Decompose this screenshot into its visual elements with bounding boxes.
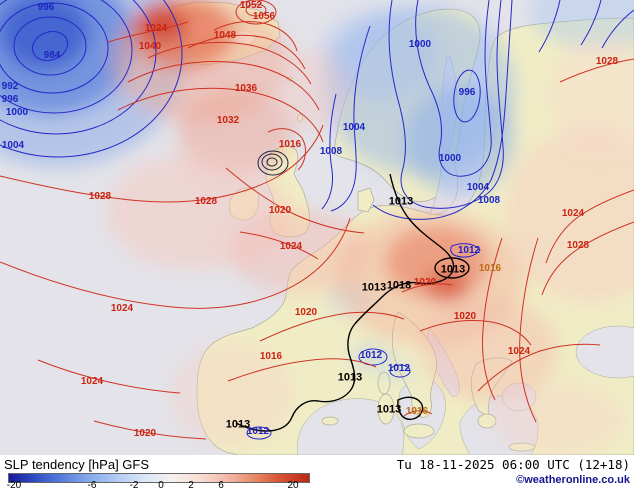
copyright-text: ©weatheronline.co.uk [516, 474, 630, 486]
legend-tick-label: 0 [158, 480, 164, 490]
contours-1013-group [235, 173, 470, 432]
tendency-shading-layer [0, 0, 634, 455]
footer-bar: SLP tendency [hPa] GFS Tu 18-11-2025 06:… [0, 455, 634, 490]
legend-tick-label: 6 [218, 480, 224, 490]
contours-red-group [0, 0, 634, 440]
legend-tick-label: -2 [129, 480, 139, 490]
legend-tick-label: 20 [287, 480, 299, 490]
footer-title-row: SLP tendency [hPa] GFS Tu 18-11-2025 06:… [0, 455, 634, 472]
legend-colorbar [8, 473, 310, 483]
legend-ticks: -20 -6 -2 0 2 6 20 [6, 480, 308, 490]
map-timestamp: Tu 18-11-2025 06:00 UTC (12+18) [396, 456, 630, 472]
footer-legend-row: -20 -6 -2 0 2 6 20 ©weatheronline.co.uk [0, 472, 634, 490]
legend-tick-label: 2 [188, 480, 194, 490]
legend-tick-label: -6 [87, 480, 97, 490]
map-svg [0, 0, 634, 455]
slp-tendency-map: 996 984 992 996 1000 1004 1024 1040 1048 1052 1056… [0, 0, 634, 455]
map-title: SLP tendency [hPa] GFS [4, 456, 150, 472]
contours-blue-group [0, 0, 634, 440]
scotland-low-contours [257, 150, 289, 176]
legend-tick-label: -20 [6, 480, 22, 490]
